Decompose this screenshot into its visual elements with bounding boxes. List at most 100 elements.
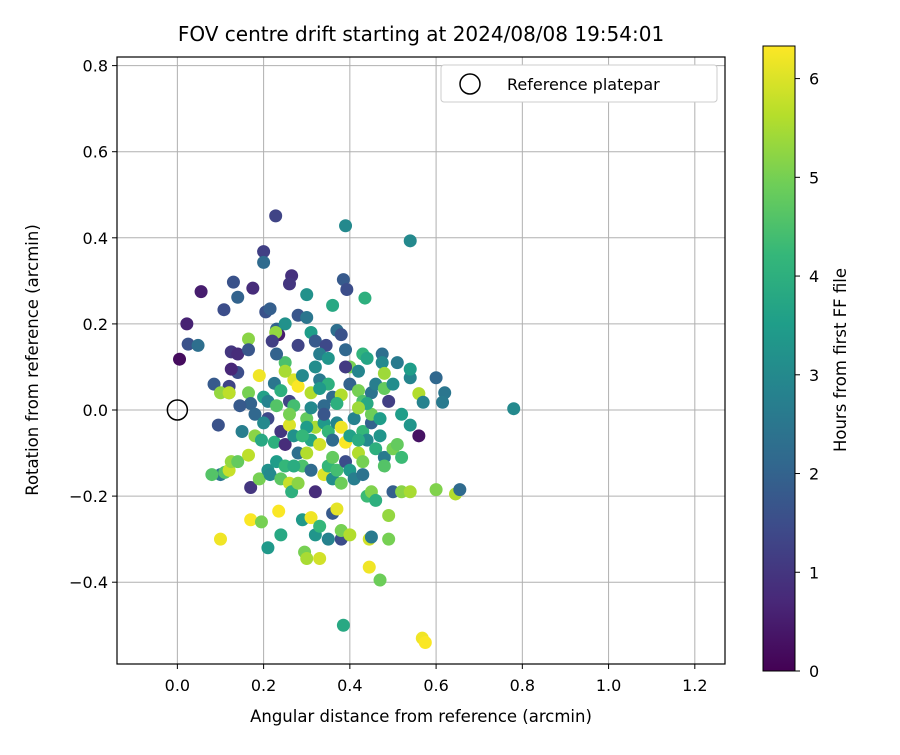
data-point [356, 455, 370, 469]
data-point [334, 328, 348, 342]
data-point [356, 468, 370, 482]
data-point [267, 435, 281, 449]
data-point [270, 399, 284, 413]
y-tick-label: 0.8 [83, 57, 108, 76]
data-point [291, 338, 305, 352]
data-point [351, 364, 365, 378]
colorbar-tick-label: 2 [809, 465, 819, 484]
x-axis-label: Angular distance from reference (arcmin) [250, 707, 592, 726]
data-point [360, 351, 374, 365]
data-points [173, 209, 521, 649]
data-point [242, 332, 256, 346]
data-point [257, 245, 271, 259]
data-point [222, 386, 236, 400]
data-point [308, 360, 322, 374]
data-point [362, 560, 376, 574]
chart-title: FOV centre drift starting at 2024/08/08 … [178, 22, 664, 46]
data-point [340, 282, 354, 296]
data-point [313, 552, 327, 566]
colorbar-label: Hours from first FF file [831, 268, 850, 452]
y-axis-ticks: −0.4 −0.2 0.0 0.2 0.4 0.6 0.8 [69, 57, 117, 592]
data-point [373, 412, 387, 426]
data-point [403, 362, 417, 376]
data-point [364, 530, 378, 544]
data-point [291, 379, 305, 393]
data-point [213, 532, 227, 546]
data-point [429, 483, 443, 497]
data-point [412, 429, 426, 443]
data-point [257, 416, 271, 430]
y-axis-label: Rotation from reference (arcmin) [23, 224, 42, 496]
legend: Reference platepar [440, 64, 718, 103]
x-tick-label: 0.8 [510, 676, 535, 695]
data-point [507, 402, 521, 416]
data-point [272, 504, 286, 518]
data-point [191, 338, 205, 352]
data-point [358, 291, 372, 305]
data-point [330, 502, 344, 516]
data-point [278, 437, 292, 451]
y-tick-label: −0.2 [69, 487, 108, 506]
data-point [321, 351, 335, 365]
data-point [321, 532, 335, 546]
data-point [308, 485, 322, 499]
data-point [263, 302, 277, 316]
data-point [300, 310, 314, 324]
data-point [217, 303, 231, 317]
data-point [339, 219, 353, 233]
data-point [375, 356, 389, 370]
data-point [390, 437, 404, 451]
data-point [242, 386, 256, 400]
x-tick-label: 0.6 [423, 676, 448, 695]
data-point [326, 298, 340, 312]
data-point [231, 347, 245, 361]
data-point [308, 334, 322, 348]
y-tick-label: 0.4 [83, 229, 108, 248]
data-point [416, 395, 430, 409]
data-point [257, 255, 271, 269]
colorbar-ticks: 0 1 2 3 4 5 6 [795, 70, 819, 681]
data-point [334, 476, 348, 490]
data-point [282, 407, 296, 421]
data-point [242, 343, 256, 357]
data-point [252, 369, 266, 383]
data-point [326, 450, 340, 464]
legend-reference-icon [459, 73, 481, 95]
data-point [224, 362, 238, 376]
data-point [351, 433, 365, 447]
data-point [304, 511, 318, 525]
data-point [233, 399, 247, 413]
colorbar-gradient [762, 45, 796, 672]
data-point [377, 366, 391, 380]
y-tick-label: 0.0 [83, 401, 108, 420]
x-tick-label: 0.0 [165, 676, 190, 695]
colorbar-tick-label: 5 [809, 168, 819, 187]
data-point [300, 552, 314, 566]
x-tick-label: 1.0 [596, 676, 621, 695]
data-point [254, 515, 268, 529]
data-point [326, 433, 340, 447]
data-point [330, 397, 344, 411]
x-tick-label: 0.4 [337, 676, 362, 695]
data-point [254, 433, 268, 447]
plot-frame [116, 56, 726, 665]
data-point [382, 532, 396, 546]
data-point [373, 573, 387, 587]
data-point [263, 468, 277, 482]
data-point [339, 360, 353, 374]
data-point [386, 377, 400, 391]
data-point [343, 528, 357, 542]
y-tick-label: 0.2 [83, 315, 108, 334]
data-point [313, 437, 327, 451]
data-point [181, 337, 195, 351]
data-point [330, 463, 344, 477]
data-point [351, 401, 365, 415]
data-point [282, 418, 296, 432]
data-point [418, 635, 432, 649]
data-point [382, 508, 396, 522]
data-point [395, 450, 409, 464]
data-point [336, 618, 350, 632]
data-point [211, 418, 225, 432]
data-point [248, 407, 262, 421]
